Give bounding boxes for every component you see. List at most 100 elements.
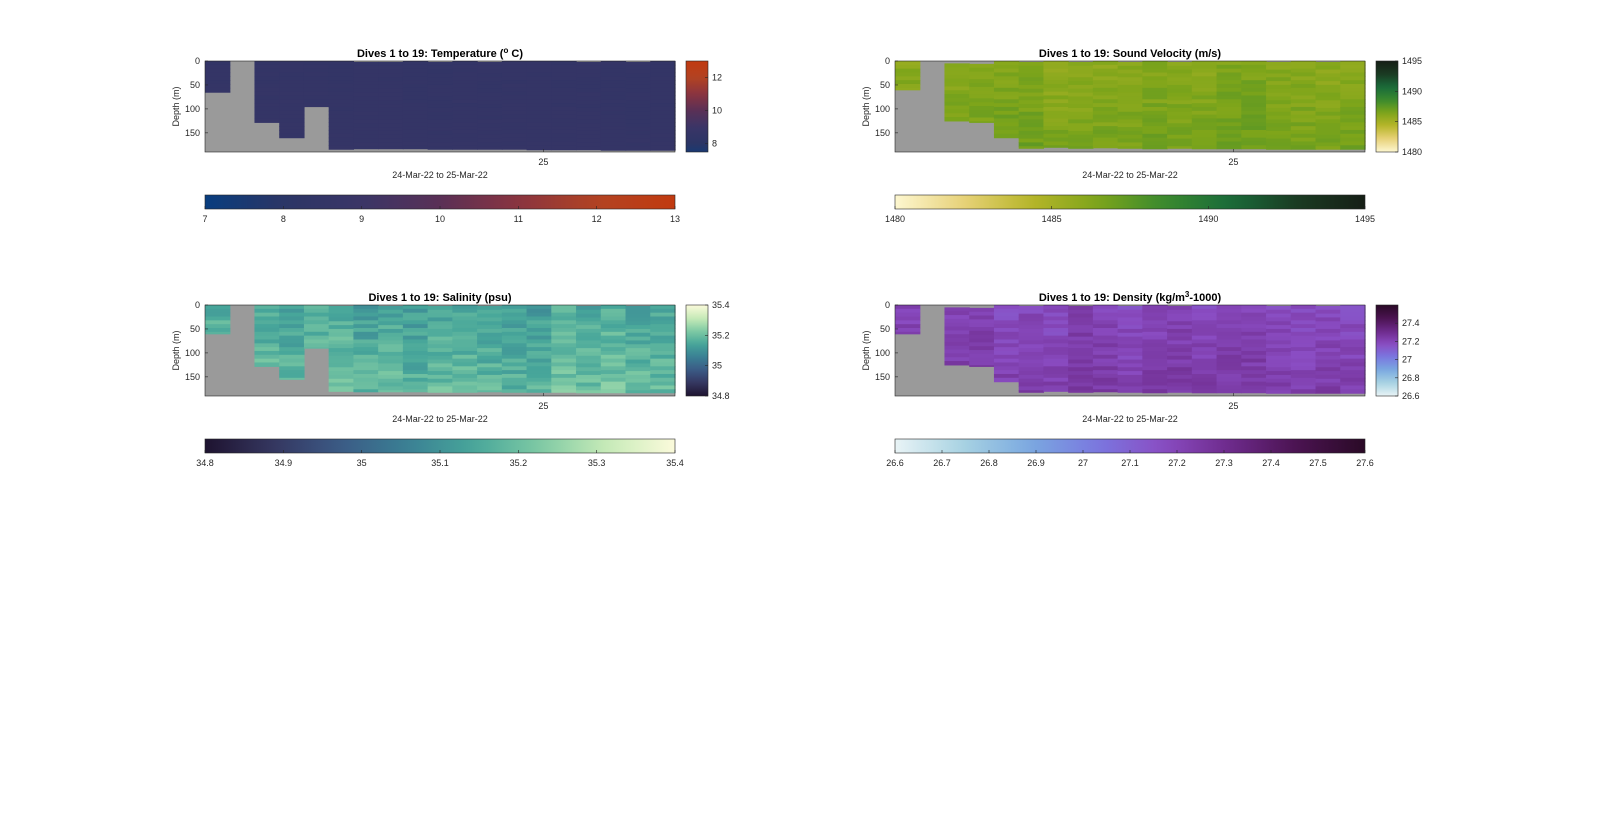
heatmap-cell [576,374,602,380]
heatmap-cell [1142,305,1168,310]
heatmap-cell [1068,115,1094,121]
heatmap-cell [551,126,577,131]
heatmap-cell [353,373,379,379]
heatmap-cell [576,127,602,132]
heatmap-cell [328,126,355,131]
heatmap-cell [279,350,305,356]
heatmap-cell [551,358,577,364]
heatmap-cell [501,87,528,93]
heatmap-cell [1167,115,1193,121]
heatmap-cell [1142,350,1168,356]
heatmap-cell [1043,126,1069,131]
heatmap-cell [625,127,651,132]
colorbar-right [1375,60,1399,153]
heatmap-cell [279,316,305,321]
heatmap-cell [1216,305,1242,310]
heatmap-cell [353,312,379,318]
heatmap-cell [501,99,528,104]
heatmap-cell [1117,309,1143,315]
heatmap-cell [1241,305,1267,310]
heatmap-cell [378,61,404,67]
heatmap-cell [1043,327,1069,333]
heatmap-cell [1290,72,1317,77]
heatmap-cell [205,320,231,325]
heatmap-cell [452,99,478,104]
heatmap-cell [1142,312,1168,318]
heatmap-cell [303,347,330,349]
heatmap-cell [1216,343,1242,348]
heatmap-cell [526,350,552,356]
heatmap-cell [1266,84,1292,90]
heatmap-cell [1340,320,1366,325]
heatmap-cell [303,312,330,318]
heatmap-cell [1241,114,1267,120]
heatmap-cell [402,83,429,89]
panel-1: Dives 1 to 19: Temperature (o C)05010015… [171,46,722,224]
heatmap-cell [1266,328,1292,334]
heatmap-cell [1117,127,1143,132]
heatmap-cell [1241,366,1267,371]
colorbar-bottom-label: 13 [670,214,680,224]
heatmap-cell [1167,386,1193,391]
heatmap-cell [1117,313,1143,319]
heatmap-cell [1068,325,1094,330]
heatmap-cell [600,68,627,74]
heatmap-cell [452,347,478,352]
heatmap-cell [650,327,676,333]
heatmap-cell [402,87,429,93]
heatmap-cell [1068,92,1094,98]
heatmap-cell [600,87,627,93]
y-tick-label: 100 [875,348,890,358]
heatmap-cell [477,115,503,121]
heatmap-cell [1315,130,1341,136]
heatmap-cell [1068,317,1094,322]
heatmap-cell [625,81,651,86]
heatmap-cell [1117,351,1143,357]
heatmap-cell [279,335,305,341]
heatmap-cell [427,367,453,372]
heatmap-cell [501,145,528,150]
heatmap-cell [1340,370,1366,375]
heatmap-cell [1290,354,1317,360]
heatmap-cell [353,77,379,82]
heatmap-cell [353,381,379,387]
y-tick-label: 150 [185,128,200,138]
heatmap-cell [1290,316,1317,321]
heatmap-cell [378,386,404,391]
heatmap-cell [969,106,995,111]
heatmap-cell [254,354,280,360]
heatmap-cell [501,312,528,318]
heatmap-cell [1043,347,1069,352]
colorbar-bottom-label: 10 [435,214,445,224]
heatmap-cell [993,366,1020,371]
heatmap-cell [895,305,921,310]
heatmap-cell [1340,373,1366,379]
y-axis-label: Depth (m) [861,330,871,370]
heatmap-cell [576,104,602,109]
heatmap-cell [1167,359,1193,365]
heatmap-cell [625,390,651,394]
heatmap-cell [1191,305,1218,310]
heatmap-cell [303,72,330,77]
heatmap-cell [1266,146,1292,150]
heatmap-cell [1043,72,1069,77]
heatmap-cell [600,366,627,371]
heatmap-cell [1241,320,1267,325]
heatmap-cell [1142,343,1168,348]
heatmap-cell [477,127,503,132]
heatmap-cell [303,91,330,97]
heatmap-cell [1142,118,1168,123]
heatmap-cell [353,389,379,393]
heatmap-cell [303,95,330,100]
heatmap-cell [993,335,1020,341]
heatmap-cell [353,343,379,348]
heatmap-cell [1315,73,1341,78]
heatmap-cell [1018,92,1045,98]
heatmap-cell [526,122,552,127]
heatmap-cell [353,354,379,360]
colorbar-bottom-label: 26.9 [1027,458,1045,468]
heatmap-cell [1068,123,1094,128]
heatmap-cell [402,354,429,360]
heatmap-cell [1340,137,1366,143]
heatmap-cell [1191,141,1218,146]
